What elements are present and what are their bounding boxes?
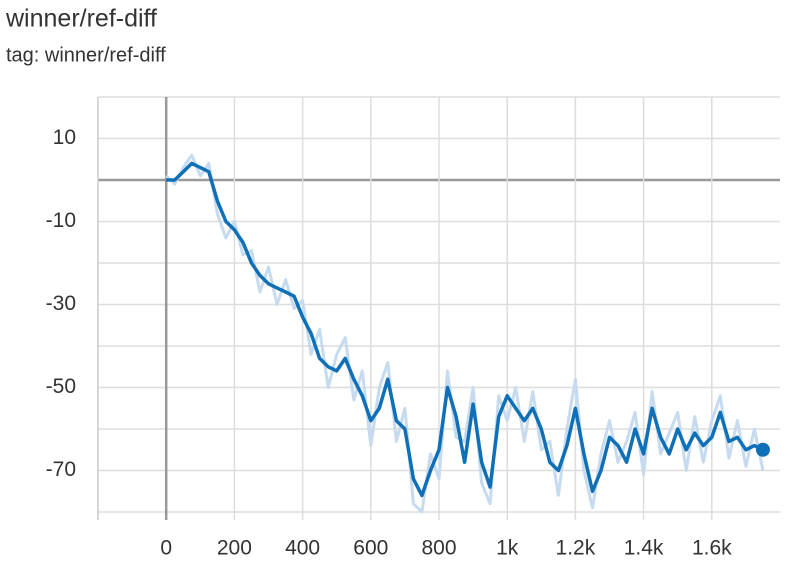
x-tick-label: 1.6k bbox=[692, 537, 732, 560]
x-tick-label: 0 bbox=[160, 537, 172, 560]
last-point bbox=[755, 442, 770, 457]
chart-title: winner/ref-diff bbox=[5, 5, 157, 33]
x-tick-label: 600 bbox=[353, 537, 388, 560]
x-tick-label: 1.4k bbox=[624, 537, 664, 560]
series-line bbox=[165, 153, 765, 514]
x-tick-label: 400 bbox=[285, 537, 320, 560]
y-tick-label: 10 bbox=[53, 126, 76, 149]
x-tick-label: 800 bbox=[421, 537, 456, 560]
y-tick-label: -30 bbox=[46, 292, 76, 315]
x-tick-label: 200 bbox=[217, 537, 252, 560]
series-line bbox=[166, 161, 764, 498]
y-tick-label: -50 bbox=[46, 375, 76, 398]
chart-subtitle: tag: winner/ref-diff bbox=[6, 44, 166, 66]
y-tick-label: -10 bbox=[46, 209, 76, 232]
x-tick-label: 1.2k bbox=[556, 537, 596, 560]
x-tick-label: 1k bbox=[496, 537, 519, 560]
y-tick-label: -70 bbox=[46, 458, 76, 481]
